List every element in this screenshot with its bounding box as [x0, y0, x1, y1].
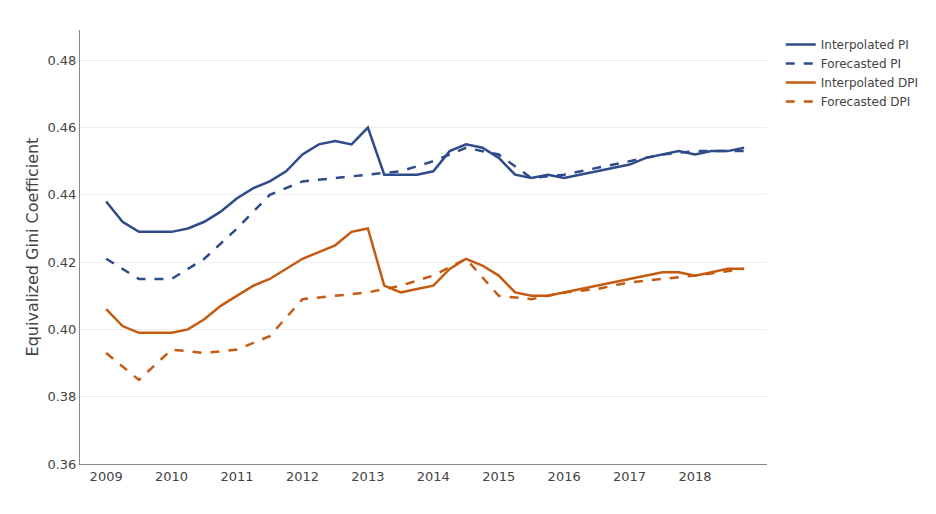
svg-text:0.44: 0.44 — [47, 187, 76, 202]
svg-text:Equivalized Gini Coefficient: Equivalized Gini Coefficient — [23, 138, 42, 357]
svg-text:0.48: 0.48 — [47, 53, 76, 68]
svg-text:2014: 2014 — [417, 469, 450, 484]
svg-text:Forecasted PI: Forecasted PI — [821, 57, 901, 71]
svg-text:0.42: 0.42 — [47, 255, 76, 270]
svg-text:2013: 2013 — [351, 469, 384, 484]
svg-text:Interpolated DPI: Interpolated DPI — [821, 76, 918, 90]
svg-text:2009: 2009 — [90, 469, 123, 484]
svg-text:2011: 2011 — [220, 469, 253, 484]
svg-text:2018: 2018 — [678, 469, 711, 484]
svg-text:2012: 2012 — [286, 469, 319, 484]
svg-text:0.40: 0.40 — [47, 322, 76, 337]
svg-text:0.46: 0.46 — [47, 120, 76, 135]
svg-text:Interpolated PI: Interpolated PI — [821, 38, 909, 52]
svg-text:2017: 2017 — [613, 469, 646, 484]
svg-text:2016: 2016 — [548, 469, 581, 484]
svg-text:2010: 2010 — [155, 469, 188, 484]
svg-text:2015: 2015 — [482, 469, 515, 484]
svg-text:0.36: 0.36 — [47, 457, 76, 472]
svg-text:0.38: 0.38 — [47, 389, 76, 404]
svg-text:Forecasted DPI: Forecasted DPI — [821, 95, 911, 109]
